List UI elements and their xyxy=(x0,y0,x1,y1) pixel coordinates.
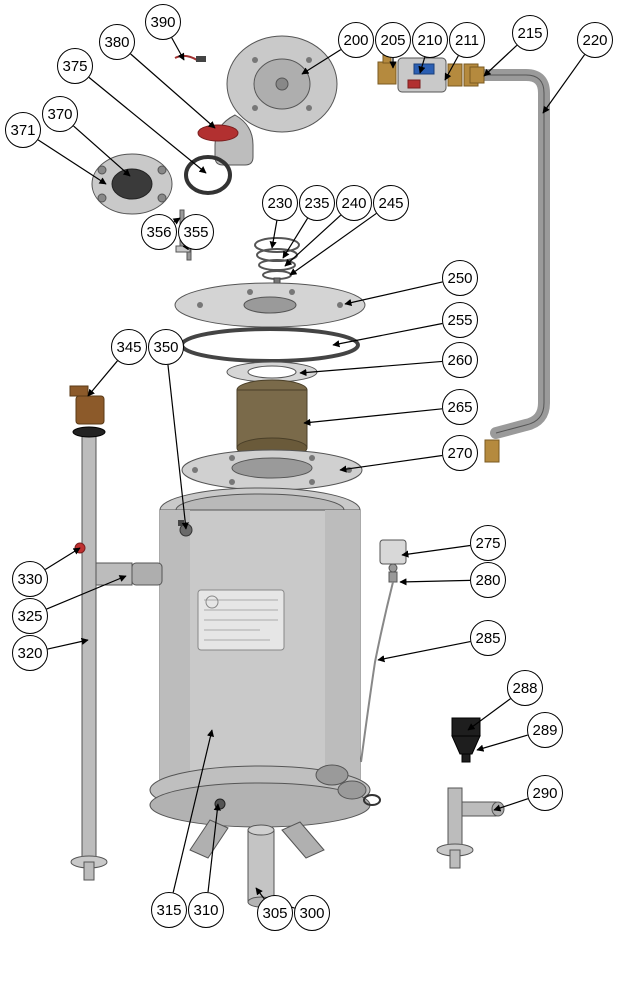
callout-260: 260 xyxy=(442,342,478,378)
callout-215: 215 xyxy=(512,15,548,51)
callout-235: 235 xyxy=(299,185,335,221)
callout-290: 290 xyxy=(527,775,563,811)
callout-200: 200 xyxy=(338,22,374,58)
callout-371: 371 xyxy=(5,112,41,148)
callout-205: 205 xyxy=(375,22,411,58)
callout-310: 310 xyxy=(188,892,224,928)
callout-380: 380 xyxy=(99,24,135,60)
callout-240: 240 xyxy=(336,185,372,221)
callout-245: 245 xyxy=(373,185,409,221)
callout-320: 320 xyxy=(12,635,48,671)
callout-305: 305 xyxy=(257,895,293,931)
callout-265: 265 xyxy=(442,389,478,425)
callout-280: 280 xyxy=(470,562,506,598)
callout-350: 350 xyxy=(148,329,184,365)
callout-325: 325 xyxy=(12,598,48,634)
callout-375: 375 xyxy=(57,48,93,84)
callout-289: 289 xyxy=(527,712,563,748)
callout-275: 275 xyxy=(470,525,506,561)
callout-220: 220 xyxy=(577,22,613,58)
callout-300: 300 xyxy=(294,895,330,931)
callout-211: 211 xyxy=(449,22,485,58)
callout-210: 210 xyxy=(412,22,448,58)
callout-370: 370 xyxy=(42,96,78,132)
callout-255: 255 xyxy=(442,302,478,338)
callout-288: 288 xyxy=(507,670,543,706)
parts-illustration xyxy=(0,0,628,988)
callout-330: 330 xyxy=(12,561,48,597)
callout-315: 315 xyxy=(151,892,187,928)
callout-355: 355 xyxy=(178,214,214,250)
callout-285: 285 xyxy=(470,620,506,656)
callout-250: 250 xyxy=(442,260,478,296)
exploded-diagram: 200205210211 215 220 230235240245 250 255 260 2… xyxy=(0,0,628,988)
callout-356: 356 xyxy=(141,214,177,250)
callout-390: 390 xyxy=(145,4,181,40)
callout-230: 230 xyxy=(262,185,298,221)
callout-270: 270 xyxy=(442,435,478,471)
callout-345: 345 xyxy=(111,329,147,365)
